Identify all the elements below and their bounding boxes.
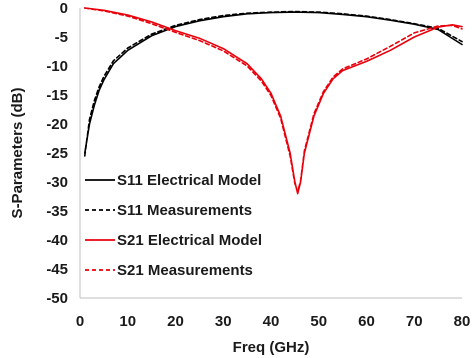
x-tick-label: 20 <box>167 313 184 330</box>
y-tick-label: -15 <box>46 87 68 104</box>
series-line-2 <box>84 10 463 157</box>
x-tick-label: 10 <box>119 313 136 330</box>
y-axis-title: S-Parameters (dB) <box>9 88 26 219</box>
y-tick-label: -35 <box>46 203 68 220</box>
y-tick-label: 0 <box>60 0 68 17</box>
y-tick-label: -5 <box>55 29 68 46</box>
legend-label: S11 Measurements <box>117 202 252 219</box>
series-line-4 <box>84 7 463 193</box>
legend-label: S21 Electrical Model <box>117 232 262 249</box>
series-lines <box>84 7 463 195</box>
y-tick-label: -30 <box>46 174 68 191</box>
y-tick-label: -40 <box>46 232 68 249</box>
legend: S11 Electrical Model S11 Measurements S21 … <box>85 172 262 279</box>
x-tick-label: 60 <box>358 313 375 330</box>
x-tick-label: 80 <box>454 313 471 330</box>
x-tick-label: 0 <box>76 313 84 330</box>
x-tick-label: 70 <box>406 313 423 330</box>
y-tick-label: -10 <box>46 58 68 75</box>
series-line-1 <box>84 11 463 154</box>
x-axis-title: Freq (GHz) <box>233 339 310 356</box>
x-tick-label: 50 <box>310 313 327 330</box>
x-tick-label: 30 <box>215 313 232 330</box>
y-tick-label: -50 <box>46 290 68 307</box>
y-tick-label: -20 <box>46 116 68 133</box>
y-tick-label: -45 <box>46 261 68 278</box>
x-tick-labels: 0 10 20 30 40 50 60 70 80 <box>76 313 471 330</box>
x-tick-label: 40 <box>263 313 280 330</box>
y-tick-label: -25 <box>46 145 68 162</box>
legend-label: S21 Measurements <box>117 262 253 279</box>
plot-area <box>79 8 462 299</box>
legend-label: S11 Electrical Model <box>117 172 261 189</box>
y-tick-labels: 0 -5 -10 -15 -20 -25 -30 -35 -40 -45 -50 <box>46 0 68 307</box>
